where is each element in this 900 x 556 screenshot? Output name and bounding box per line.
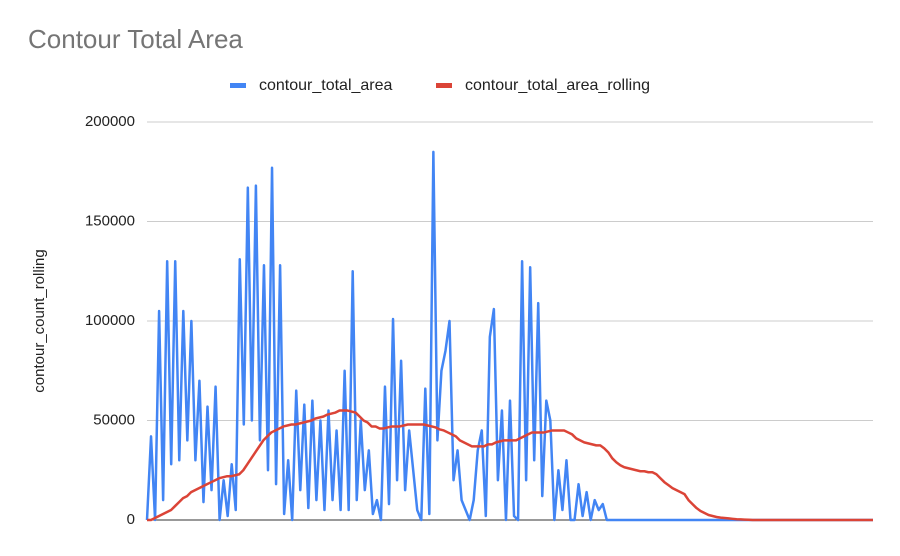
y-axis-label: contour_count_rolling [31,249,48,392]
series-line [147,409,873,522]
legend-swatch [230,83,246,88]
legend-swatch [436,83,452,88]
legend-label: contour_total_area [259,77,393,94]
series-line [145,150,873,522]
chart-title: Contour Total Area [28,24,243,54]
y-tick-label: 100000 [85,312,135,329]
y-tick-label: 150000 [85,212,135,229]
y-tick-label: 0 [127,511,135,528]
y-tick-label: 50000 [93,411,135,428]
legend-label: contour_total_area_rolling [465,77,650,94]
y-tick-label: 200000 [85,113,135,130]
